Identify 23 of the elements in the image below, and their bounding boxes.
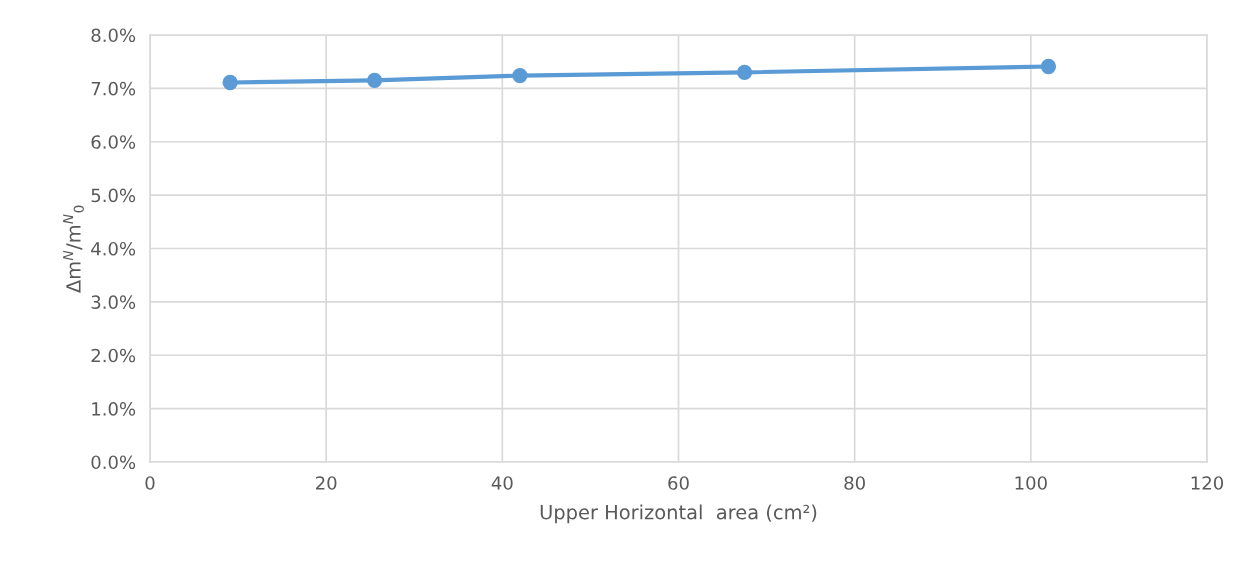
x-tick-label: 100 (1015, 476, 1047, 490)
point (1040, 58, 1057, 75)
point (512, 67, 528, 84)
point (736, 64, 753, 81)
y-tick-label: 4.0% (91, 241, 136, 256)
y-tick-label: 2.0% (91, 348, 136, 363)
x-axis-title: Upper Horizontal area (cm²) (540, 504, 817, 524)
y-tick-label: 0.0% (91, 455, 136, 470)
x-tick-label: 60 (668, 476, 689, 490)
x-tick-label: 20 (316, 476, 337, 490)
x-tick-label: 120 (1191, 476, 1224, 490)
x-tick-label: 80 (844, 476, 865, 490)
x-tick-label: 0 (145, 476, 155, 490)
point (366, 72, 383, 89)
y-tick-label: 3.0% (91, 295, 136, 309)
point (222, 74, 238, 91)
y-axis-title: Δm$^{N}$/m$^{N}$$_{0}$ (63, 205, 84, 293)
y-tick-label: 6.0% (91, 135, 136, 149)
y-tick-label: 1.0% (92, 402, 136, 416)
y-tick-label: 5.0% (91, 188, 136, 203)
y-tick-label: 8.0% (91, 28, 136, 43)
y-tick-label: 7.0% (91, 81, 136, 96)
x-tick-label: 40 (491, 476, 513, 490)
